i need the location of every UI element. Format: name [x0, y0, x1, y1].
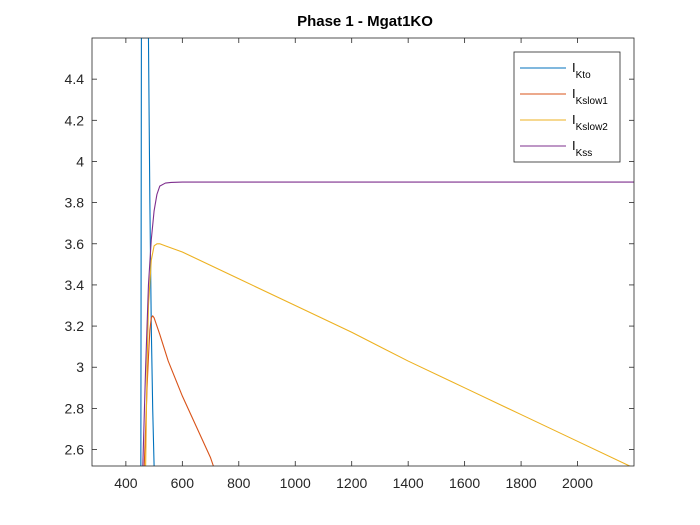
chart-title: Phase 1 - Mgat1KO: [297, 13, 433, 30]
legend-box: [513, 51, 621, 163]
axes: 400 600 800 1000 1200 1400 1600 1800 2000 2.6 2.8 3…: [65, 37, 635, 491]
x-tick-label: 1800: [506, 475, 537, 491]
axes-box: [91, 37, 635, 467]
y-tick-label: 2.8: [65, 400, 85, 416]
y-tick-label: 4.2: [65, 112, 85, 128]
x-tick-label: 1200: [336, 475, 367, 491]
x-tick-label: 400: [114, 475, 138, 491]
y-tick-label: 3.8: [65, 195, 85, 211]
legend-label-kslow2: IKslow2: [572, 112, 608, 133]
y-tick-label: 3.6: [65, 236, 85, 252]
series-line-kss: [142, 181, 634, 466]
y-tick-label: 2.6: [65, 442, 85, 458]
y-tick-label: 3: [76, 359, 84, 375]
series-layer: [140, 38, 634, 466]
legend-label-kto: IKto: [572, 60, 591, 81]
x-tick-label: 1400: [393, 475, 424, 491]
legend-label-kss: IKss: [572, 138, 592, 159]
x-tick-label: 600: [171, 475, 195, 491]
y-tick-label: 4.4: [65, 71, 85, 87]
x-tick-label: 1000: [280, 475, 311, 491]
x-tick-label: 1600: [449, 475, 480, 491]
y-tick-label: 3.4: [65, 277, 85, 293]
legend-label-kslow1: IKslow1: [572, 86, 608, 107]
x-tick-label: 2000: [562, 475, 593, 491]
legend: IKto IKslow1 IKslow2 IKss: [513, 51, 621, 163]
y-tick-label: 4: [76, 153, 84, 169]
y-tick-label: 3.2: [65, 318, 85, 334]
x-tick-label: 800: [227, 475, 251, 491]
series-line-kslow2: [145, 243, 631, 466]
series-line-kto: [140, 38, 155, 466]
